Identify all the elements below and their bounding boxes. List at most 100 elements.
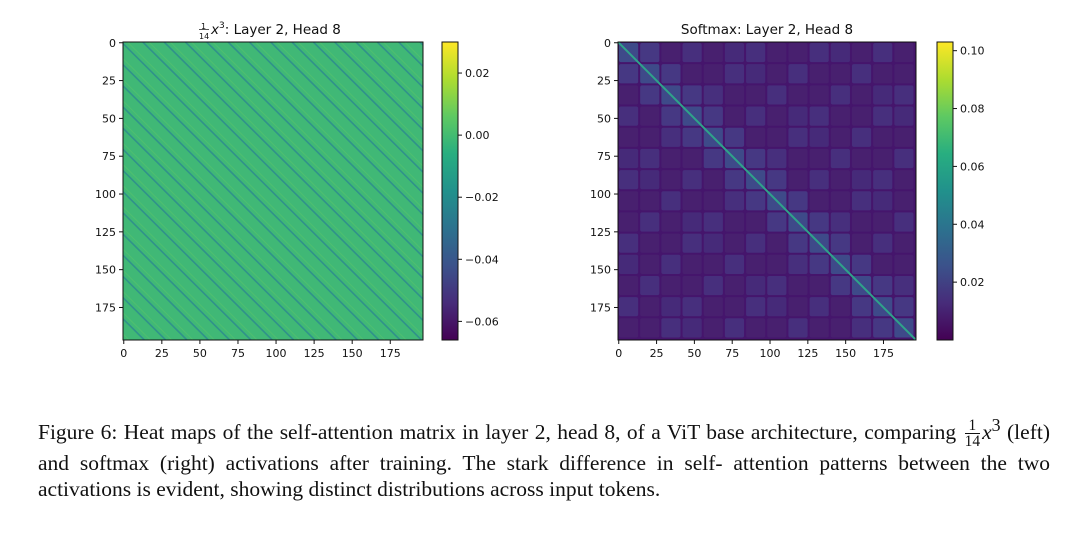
right-block-13-1 [640,318,660,338]
left-stripe-light-13 [123,79,386,340]
left-stripe-4 [123,254,209,340]
right-block-10-8 [788,254,808,274]
right-block-2-12 [873,85,893,105]
right-block-9-13 [894,233,914,253]
right-block-5-2 [661,148,681,169]
right-block-6-7 [767,170,787,190]
right-block-6-9 [809,170,829,190]
right-block-8-9 [809,212,829,232]
left-cbtick-label-1: 0.00 [465,129,490,142]
right-block-8-13 [894,212,914,232]
left-stripe-8 [123,169,295,340]
right-block-12-5 [724,297,745,317]
right-block-13-9 [809,318,829,338]
right-block-12-14 [915,297,916,316]
left-ytick-label-1: 25 [102,75,116,88]
left-heatmap-stripes [123,42,423,340]
right-block-1-14 [915,64,916,83]
right-block-12-10 [830,297,850,317]
right-block-6-4 [703,170,723,190]
right-block-3-13 [894,106,914,126]
right-block-10-9 [809,254,829,274]
right-block-3-10 [830,106,850,126]
right-block-1-11 [851,64,872,84]
right-block-13-14 [915,318,916,337]
right-block-1-9 [809,64,829,84]
right-xtick-label-1: 25 [650,347,664,360]
right-block-11-12 [873,275,893,296]
right-block-13-5 [724,318,745,338]
right-x-axis: 0 25 50 75 100 125 150 175 [615,340,894,360]
right-block-0-9 [809,43,829,63]
right-xtick-label-6: 150 [835,347,856,360]
right-block-5-1 [640,148,660,169]
left-stripe-9 [123,148,316,340]
right-block-5-4 [703,148,723,169]
right-block-8-0 [619,212,639,232]
left-stripe-light-12 [123,100,364,340]
right-block-7-13 [894,191,914,211]
left-stripe-11 [123,105,359,340]
right-block-7-5 [724,191,745,211]
right-colorbar: 0.10 0.08 0.06 0.04 0.02 [936,41,985,341]
left-ytick-label-0: 0 [109,37,116,50]
right-block-13-0 [619,318,639,338]
right-heatmap-blocks [619,43,934,358]
right-block-4-5 [724,127,745,147]
right-block-10-6 [746,254,766,274]
right-block-3-9 [809,106,829,126]
left-cbtick-label-3: −0.04 [465,253,499,266]
right-block-4-9 [809,127,829,147]
right-block-9-0 [619,233,639,253]
right-block-10-2 [661,254,681,274]
left-stripe-light-26 [361,42,423,104]
right-colorbar-gradient [936,41,954,341]
right-block-9-6 [746,233,766,253]
right-block-9-12 [873,233,893,253]
left-xtick-label-2: 50 [193,347,207,360]
right-block-4-7 [767,127,787,147]
left-heatmap-title: 1 14 x3: Layer 2, Head 8 [199,21,341,41]
left-stripe-light-5 [123,248,215,340]
right-block-7-9 [809,191,829,211]
left-stripe-light-20 [233,42,423,231]
right-block-5-13 [894,148,914,169]
right-block-6-13 [894,170,914,190]
right-block-2-1 [640,85,660,105]
left-stripe-23 [312,42,423,153]
left-stripe-light-7 [123,206,258,340]
right-block-8-11 [851,212,872,232]
left-stripe-15 [142,42,423,322]
right-block-3-5 [724,106,745,126]
right-block-11-14 [915,276,916,295]
right-block-1-10 [830,64,850,84]
right-cbtick-label-1: 0.08 [960,103,985,116]
right-block-11-8 [788,275,808,296]
right-block-4-14 [915,128,916,147]
right-block-11-13 [894,275,914,296]
right-block-1-13 [894,64,914,84]
right-block-13-4 [703,318,723,338]
left-stripe-13 [123,63,401,340]
left-heatmap-background [123,42,423,340]
right-block-14-13 [894,339,913,340]
left-ytick-label-5: 125 [95,226,116,239]
right-block-14-14 [915,339,934,358]
left-stripe-light-17 [169,42,423,294]
right-block-10-7 [767,254,787,274]
right-block-3-1 [640,106,660,126]
left-stripe-light-11 [123,121,343,340]
left-xtick-label-7: 175 [380,347,401,360]
right-y-axis: 0 25 50 75 100 125 150 175 [590,37,618,314]
right-ytick-label-0: 0 [604,37,611,50]
left-title-frac-num: 1 [201,22,206,31]
right-block-3-7 [767,106,787,126]
left-stripe-16 [163,42,423,301]
left-stripe-light-24 [319,42,423,146]
right-block-4-13 [894,127,914,147]
right-block-6-12 [873,170,893,190]
right-xtick-label-4: 100 [760,347,781,360]
caption-frac-num: 1 [964,417,981,435]
right-block-0-13 [894,43,914,63]
right-cbtick-label-2: 0.06 [960,160,985,173]
